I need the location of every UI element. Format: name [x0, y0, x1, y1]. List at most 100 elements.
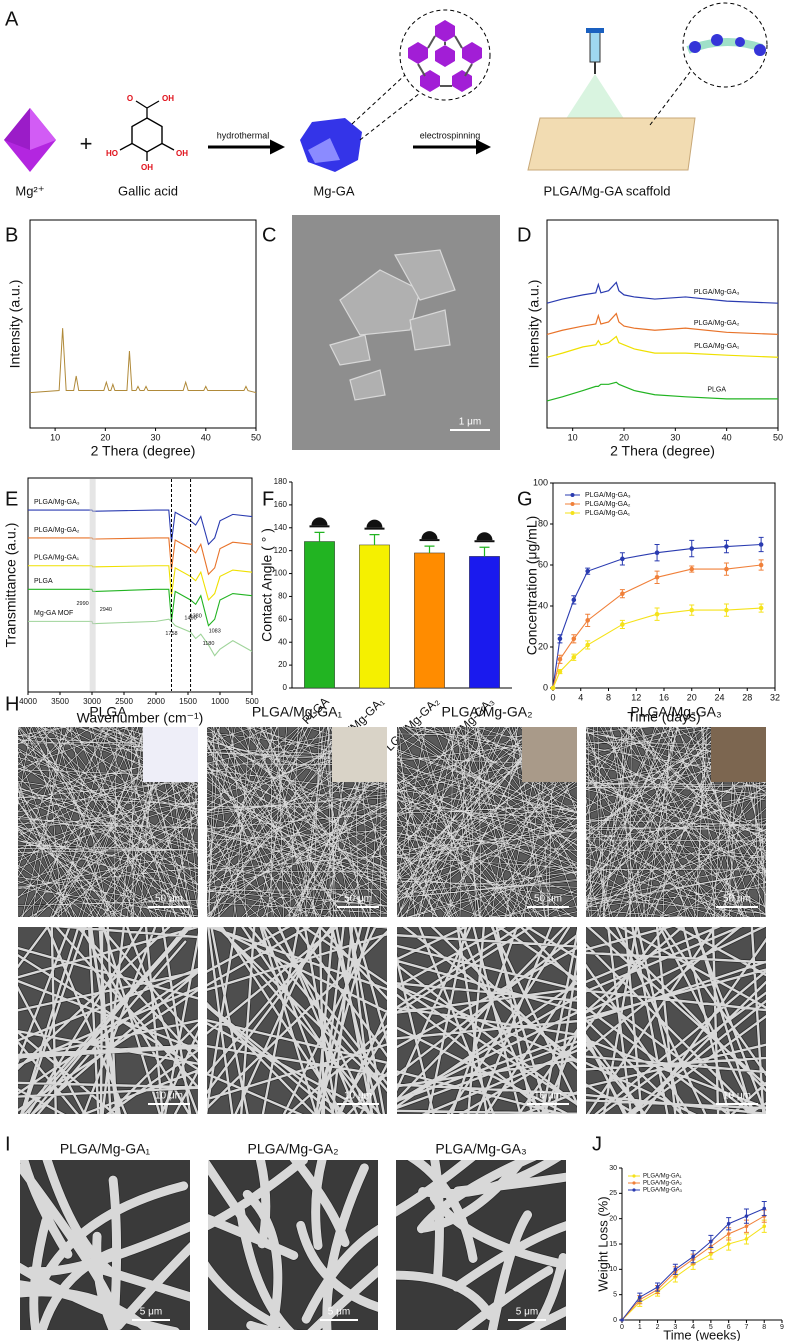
- chart: 10 20 30 40 50 2 Thera (degree) Intensity (a.u…: [7, 219, 261, 459]
- bar: [304, 541, 335, 689]
- fibers: [207, 927, 387, 1114]
- point: [724, 607, 729, 613]
- syringe: [586, 28, 604, 33]
- image-title: PLGA/Mg-GA₁: [252, 704, 343, 720]
- sem-image: 5 μm: [20, 1160, 190, 1330]
- x-tick-label: 1500: [179, 697, 197, 706]
- scale-bar-label: 50 μm: [534, 894, 562, 905]
- point: [689, 546, 695, 551]
- y-tick-label: 100: [274, 569, 288, 578]
- chart: 0 4 8 12 16 20 24 28 32 0 20 40 60 80 100 Time (days) Co…: [524, 477, 780, 724]
- point: [709, 1239, 713, 1244]
- image-title: PLGA/Mg-GA₃: [435, 1141, 526, 1157]
- label: Gallic acid: [118, 183, 178, 198]
- sem-image: 50 μm: [397, 727, 577, 917]
- y-axis-label: Concentration (μg/mL): [524, 516, 540, 656]
- series-line: [546, 312, 779, 335]
- x-tick-label: 50: [251, 432, 261, 442]
- sem-image: 5 μm: [208, 1160, 378, 1330]
- zoom-line: [359, 92, 421, 141]
- series-line: [546, 335, 779, 358]
- linker: [417, 35, 473, 87]
- photo-inset: [522, 727, 577, 782]
- zoom-line: [351, 74, 406, 125]
- x-tick-label: 28: [742, 692, 752, 702]
- series-line: [621, 1225, 765, 1321]
- point: [762, 1206, 767, 1211]
- atom: HO: [106, 149, 118, 158]
- plus: +: [80, 131, 93, 156]
- y-tick-label: 40: [278, 637, 287, 646]
- fibers: [586, 927, 766, 1114]
- y-tick-label: 15: [609, 1241, 617, 1248]
- particle: [689, 41, 701, 53]
- bar: [469, 556, 500, 689]
- point: [654, 550, 660, 555]
- x-tick-label: 3500: [51, 697, 69, 706]
- droplet-plate: [309, 525, 330, 528]
- point: [673, 1267, 678, 1272]
- legend-marker: [570, 511, 575, 515]
- node: [435, 45, 455, 67]
- sem-image: 50 μm: [18, 727, 198, 917]
- fibers: [18, 927, 198, 1114]
- error-bar: [314, 531, 325, 542]
- y-axis-label: Intensity (a.u.): [526, 280, 542, 369]
- x-tick-label: 7: [744, 1324, 748, 1331]
- x-tick-label: 500: [245, 697, 259, 706]
- series-label: PLGA/Mg-GA₃: [34, 499, 80, 506]
- panel-label: G: [517, 488, 533, 510]
- x-tick-label: 30: [151, 432, 161, 442]
- x-axis-label: 2 Thera (degree): [610, 443, 715, 459]
- y-tick-label: 30: [609, 1165, 617, 1172]
- image-title: PLGA/Mg-GA₂: [247, 1141, 338, 1157]
- point: [620, 622, 625, 627]
- annotation: 1180: [203, 641, 215, 647]
- y-tick-label: 0: [613, 1317, 617, 1324]
- flake: [409, 309, 451, 351]
- photo-inset: [332, 727, 387, 782]
- photo-inset: [711, 727, 766, 782]
- x-tick-label: 0: [620, 1324, 624, 1331]
- fibers: [396, 1160, 566, 1330]
- x-tick-label: 12: [631, 692, 641, 702]
- y-tick-label: 20: [609, 1216, 617, 1223]
- scale-bar-label: 10 μm: [155, 1091, 183, 1102]
- y-tick-label: 160: [274, 500, 288, 509]
- series-line: [28, 588, 253, 627]
- droplet-icon: [311, 517, 328, 526]
- sem-image: 50 μm: [207, 727, 387, 917]
- annotation: 1083: [209, 629, 221, 635]
- x-tick-label: 20: [687, 692, 697, 702]
- facet: [308, 138, 340, 163]
- spray: [560, 74, 630, 128]
- legend-marker: [632, 1181, 636, 1185]
- point: [724, 566, 729, 572]
- sem-image: 1 μm: [292, 215, 500, 450]
- legend-marker: [570, 502, 575, 506]
- point: [571, 654, 577, 660]
- legend-marker: [632, 1188, 636, 1192]
- legend-label: PLGA/Mg-GA₃: [643, 1188, 683, 1194]
- series-label: PLGA/Mg-GA₁: [34, 555, 80, 562]
- x-axis-label: Time (days): [627, 709, 700, 725]
- point: [655, 1285, 660, 1289]
- y-tick-label: 25: [609, 1190, 617, 1197]
- x-tick-label: 0: [550, 692, 555, 702]
- x-tick-label: 32: [770, 692, 780, 702]
- panel-label: A: [5, 8, 19, 30]
- particle: [754, 44, 766, 56]
- mof-structure: [408, 20, 482, 92]
- atom: OH: [162, 94, 174, 103]
- y-tick-label: 100: [533, 477, 548, 487]
- legend-marker: [570, 493, 575, 497]
- y-tick-label: 60: [538, 559, 548, 569]
- y-tick-label: 5: [613, 1292, 617, 1299]
- plot-frame: [546, 219, 779, 429]
- y-axis-label: Contact Angle ( ° ): [259, 528, 275, 642]
- series-label: PLGA: [707, 387, 726, 394]
- flake: [394, 249, 456, 301]
- node: [452, 70, 472, 92]
- panel-label: C: [262, 224, 276, 246]
